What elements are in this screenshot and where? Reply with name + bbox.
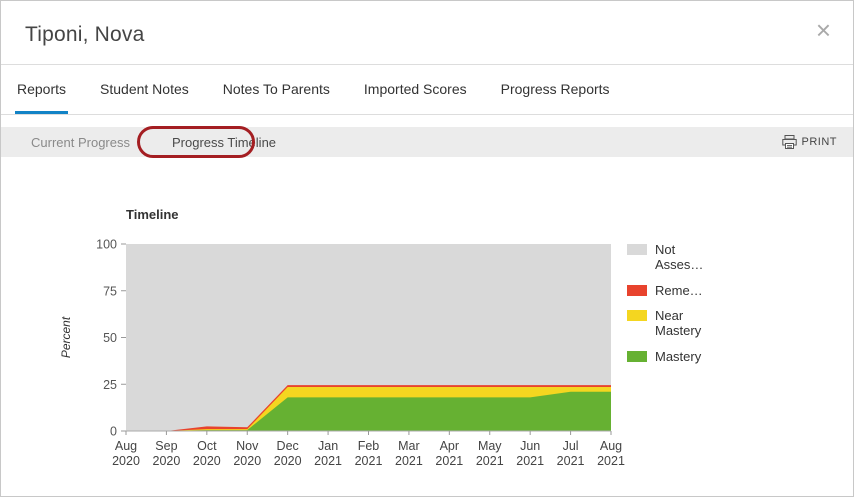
x-tick-label-month: Dec [277, 439, 299, 453]
dialog-header: Tiponi, Nova × [1, 1, 853, 65]
tab-notes-to-parents[interactable]: Notes To Parents [222, 81, 330, 97]
legend-swatch-near-mastery [627, 309, 647, 321]
legend-label: Near Mastery [655, 307, 702, 339]
timeline-chart: Timeline 0 25 50 75 100 Aug 2020 Sep 2020 Oct 2020… [1, 199, 856, 489]
x-tick-label-month: Aug [115, 439, 137, 453]
x-tick-label-year: 2021 [516, 454, 544, 468]
legend-item-reme: Reme… [627, 283, 717, 298]
y-tick-label: 75 [103, 284, 117, 298]
subtab-current-progress[interactable]: Current Progress [31, 134, 130, 150]
legend-item-near-mastery: Near Mastery [627, 308, 717, 339]
x-tick-label-month: Feb [358, 439, 380, 453]
x-tick-label-year: 2021 [557, 454, 585, 468]
x-tick-label-month: Jul [563, 439, 579, 453]
x-tick-label-month: Apr [440, 439, 459, 453]
x-tick-label-year: 2020 [112, 454, 140, 468]
x-tick-label-year: 2020 [153, 454, 181, 468]
tab-student-notes[interactable]: Student Notes [100, 81, 189, 97]
x-tick-label-year: 2021 [314, 454, 342, 468]
x-tick-label-month: May [478, 439, 502, 453]
area-mastery [126, 391, 611, 431]
x-tick-label-year: 2020 [233, 454, 261, 468]
close-icon[interactable]: × [815, 15, 831, 45]
print-button-label: PRINT [801, 136, 837, 148]
legend-label: Reme… [655, 282, 703, 298]
legend-label: Mastery [655, 348, 702, 364]
legend-swatch-not-asses [627, 244, 647, 255]
printer-icon [781, 135, 797, 149]
chart-title: Timeline [126, 207, 179, 222]
legend-swatch-mastery [627, 350, 647, 362]
legend-swatch-reme [627, 284, 647, 296]
tab-imported-scores[interactable]: Imported Scores [363, 81, 467, 97]
subtab-progress-timeline[interactable]: Progress Timeline [171, 134, 277, 150]
tab-reports[interactable]: Reports [15, 81, 69, 114]
x-tick-label-year: 2020 [274, 454, 302, 468]
tab-bar: Reports Student Notes Notes To Parents I… [1, 65, 853, 115]
legend-item-not-asses: Not Asses… [627, 242, 717, 273]
legend-label: Not Asses… [655, 242, 704, 273]
y-axis-label: Percent [59, 316, 73, 358]
y-tick-label: 0 [110, 425, 117, 439]
x-tick-label-year: 2021 [355, 454, 383, 468]
y-tick-label: 50 [103, 331, 117, 345]
x-tick-label-month: Sep [155, 439, 177, 453]
timeline-plot: 0255075100Aug2020Sep2020Oct2020Nov2020De… [59, 238, 625, 469]
y-tick-label: 25 [103, 378, 117, 392]
page-title: Tiponi, Nova [25, 23, 145, 46]
legend-item-mastery: Mastery [627, 349, 717, 364]
print-button[interactable]: PRINT [781, 127, 838, 157]
report-sub-toolbar: Current Progress Progress Timeline PRINT [1, 126, 853, 158]
x-tick-label-year: 2021 [476, 454, 504, 468]
x-tick-label-month: Nov [236, 439, 259, 453]
tab-progress-reports[interactable]: Progress Reports [500, 81, 610, 97]
x-tick-label-year: 2021 [395, 454, 423, 468]
x-tick-label-month: Mar [398, 439, 420, 453]
x-tick-label-month: Jun [520, 439, 540, 453]
x-tick-label-year: 2021 [435, 454, 463, 468]
x-tick-label-year: 2021 [597, 454, 625, 468]
x-tick-label-month: Aug [600, 439, 622, 453]
x-tick-label-year: 2020 [193, 454, 221, 468]
chart-legend: Not Asses… Reme… Near Mastery Mastery [627, 242, 717, 364]
x-tick-label-month: Oct [197, 439, 217, 453]
x-tick-label-month: Jan [318, 439, 338, 453]
y-tick-label: 100 [96, 238, 117, 252]
